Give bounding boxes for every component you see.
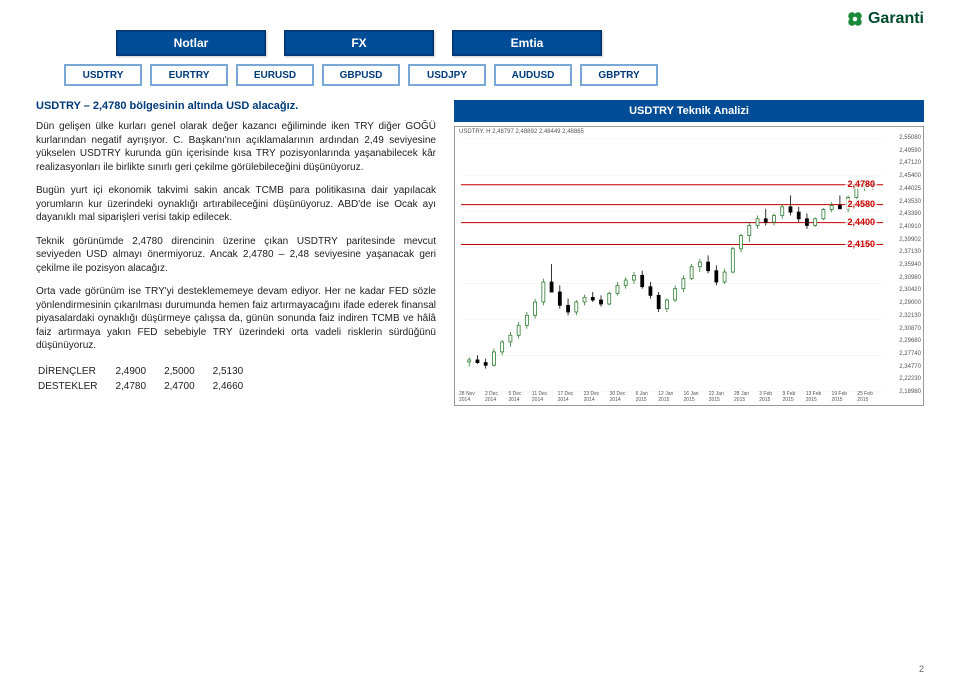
y-tick-label: 2,43390 <box>899 211 921 217</box>
x-tick-label: 22 Jan 2015 <box>709 391 734 403</box>
y-tick-label: 2,39902 <box>899 237 921 243</box>
chart-column: USDTRY Teknik Analizi USDTRY. H 2,48797 … <box>454 100 924 406</box>
chart-level-label: 2,4780 <box>845 179 877 189</box>
tab-audusd[interactable]: AUDUSD <box>494 64 572 86</box>
chart-level-label: 2,4580 <box>845 199 877 209</box>
table-row: DİRENÇLER 2,4900 2,5000 2,5130 <box>38 365 259 378</box>
y-tick-label: 2,55080 <box>899 135 921 141</box>
label-support: DESTEKLER <box>38 380 113 393</box>
para-1: Dün gelişen ülke kurları genel olarak de… <box>36 120 436 174</box>
chart-canvas <box>455 127 923 406</box>
tab-eurusd[interactable]: EURUSD <box>236 64 314 86</box>
x-tick-label: 28 Jan 2015 <box>734 391 759 403</box>
y-tick-label: 2,27740 <box>899 351 921 357</box>
y-tick-label: 2,30420 <box>899 287 921 293</box>
x-tick-label: 6 Jan 2015 <box>636 391 659 403</box>
brand-logo: Garanti <box>846 10 924 28</box>
para-3: Teknik görünümde 2,4780 direncinin üzeri… <box>36 235 436 276</box>
res-2: 2,5000 <box>164 365 211 378</box>
x-tick-label: 2 Dec 2014 <box>485 391 508 403</box>
table-row: DESTEKLER 2,4780 2,4700 2,4660 <box>38 380 259 393</box>
main-tab-row: Notlar FX Emtia <box>116 30 924 56</box>
x-tick-label: 28 Nov 2014 <box>459 391 485 403</box>
label-resistance: DİRENÇLER <box>38 365 113 378</box>
page-number: 2 <box>919 664 924 674</box>
support-resistance-table: DİRENÇLER 2,4900 2,5000 2,5130 DESTEKLER… <box>36 363 261 395</box>
x-tick-label: 9 Feb 2015 <box>782 391 805 403</box>
y-tick-label: 2,30870 <box>899 326 921 332</box>
x-tick-label: 12 Jan 2015 <box>658 391 683 403</box>
y-tick-label: 2,43530 <box>899 199 921 205</box>
y-tick-label: 2,35940 <box>899 262 921 268</box>
x-tick-label: 11 Dec 2014 <box>532 391 558 403</box>
x-tick-label: 5 Dec 2014 <box>508 391 531 403</box>
y-tick-label: 2,44025 <box>899 186 921 192</box>
chart-title: USDTRY Teknik Analizi <box>454 100 924 122</box>
tab-fx[interactable]: FX <box>284 30 434 56</box>
y-tick-label: 2,45400 <box>899 173 921 179</box>
x-tick-label: 19 Feb 2015 <box>831 391 857 403</box>
y-tick-label: 2,47120 <box>899 160 921 166</box>
y-tick-label: 2,18980 <box>899 389 921 395</box>
sup-1: 2,4780 <box>115 380 162 393</box>
y-tick-label: 2,37130 <box>899 249 921 255</box>
tab-gbpusd[interactable]: GBPUSD <box>322 64 400 86</box>
y-tick-label: 2,34770 <box>899 364 921 370</box>
headline: USDTRY – 2,4780 bölgesinin altında USD a… <box>36 100 436 112</box>
chart-level-label: 2,4150 <box>845 239 877 249</box>
analysis-text-column: USDTRY – 2,4780 bölgesinin altında USD a… <box>36 100 436 406</box>
tab-usdtry[interactable]: USDTRY <box>64 64 142 86</box>
x-tick-label: 23 Dec 2014 <box>584 391 610 403</box>
x-tick-label: 3 Feb 2015 <box>759 391 782 403</box>
brand-name: Garanti <box>868 10 924 28</box>
x-tick-label: 13 Feb 2015 <box>806 391 832 403</box>
res-3: 2,5130 <box>213 365 260 378</box>
res-1: 2,4900 <box>115 365 162 378</box>
x-tick-label: 30 Dec 2014 <box>610 391 636 403</box>
tab-emtia[interactable]: Emtia <box>452 30 602 56</box>
y-tick-label: 2,40910 <box>899 224 921 230</box>
sup-3: 2,4660 <box>213 380 260 393</box>
y-tick-label: 2,29680 <box>899 338 921 344</box>
y-tick-label: 2,49590 <box>899 148 921 154</box>
chart-level-label: 2,4400 <box>845 217 877 227</box>
tab-usdjpy[interactable]: USDJPY <box>408 64 486 86</box>
y-tick-label: 2,30980 <box>899 275 921 281</box>
para-2: Bugün yurt içi ekonomik takvimi sakin an… <box>36 184 436 225</box>
candlestick-chart: USDTRY. H 2,48797 2,48892 2,48449 2,4886… <box>454 126 924 406</box>
tab-gbptry[interactable]: GBPTRY <box>580 64 658 86</box>
x-axis: 28 Nov 20142 Dec 20145 Dec 201411 Dec 20… <box>459 391 883 403</box>
pair-tab-row: USDTRY EURTRY EURUSD GBPUSD USDJPY AUDUS… <box>64 64 924 86</box>
clover-icon <box>846 10 864 28</box>
y-tick-label: 2,32130 <box>899 313 921 319</box>
y-tick-label: 2,22230 <box>899 376 921 382</box>
tab-notlar[interactable]: Notlar <box>116 30 266 56</box>
x-tick-label: 16 Jan 2015 <box>684 391 709 403</box>
y-tick-label: 2,29000 <box>899 300 921 306</box>
x-tick-label: 17 Dec 2014 <box>558 391 584 403</box>
tab-eurtry[interactable]: EURTRY <box>150 64 228 86</box>
sup-2: 2,4700 <box>164 380 211 393</box>
para-4: Orta vade görünüm ise TRY'yi desteklemem… <box>36 285 436 353</box>
x-tick-label: 25 Feb 2015 <box>857 391 883 403</box>
